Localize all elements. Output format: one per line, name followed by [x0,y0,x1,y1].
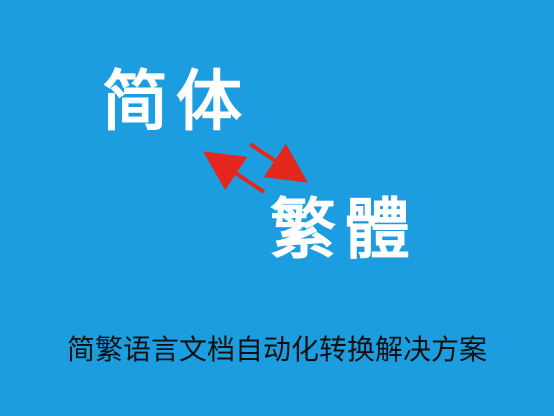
arrow-up-left [203,151,266,194]
traditional-chinese-label: 繁體 [270,190,418,268]
caption: 简繁语言文档自动化转换解决方案 [66,333,487,366]
arrow-down-right [248,142,308,183]
simplified-chinese-label: 简体 [102,62,250,140]
